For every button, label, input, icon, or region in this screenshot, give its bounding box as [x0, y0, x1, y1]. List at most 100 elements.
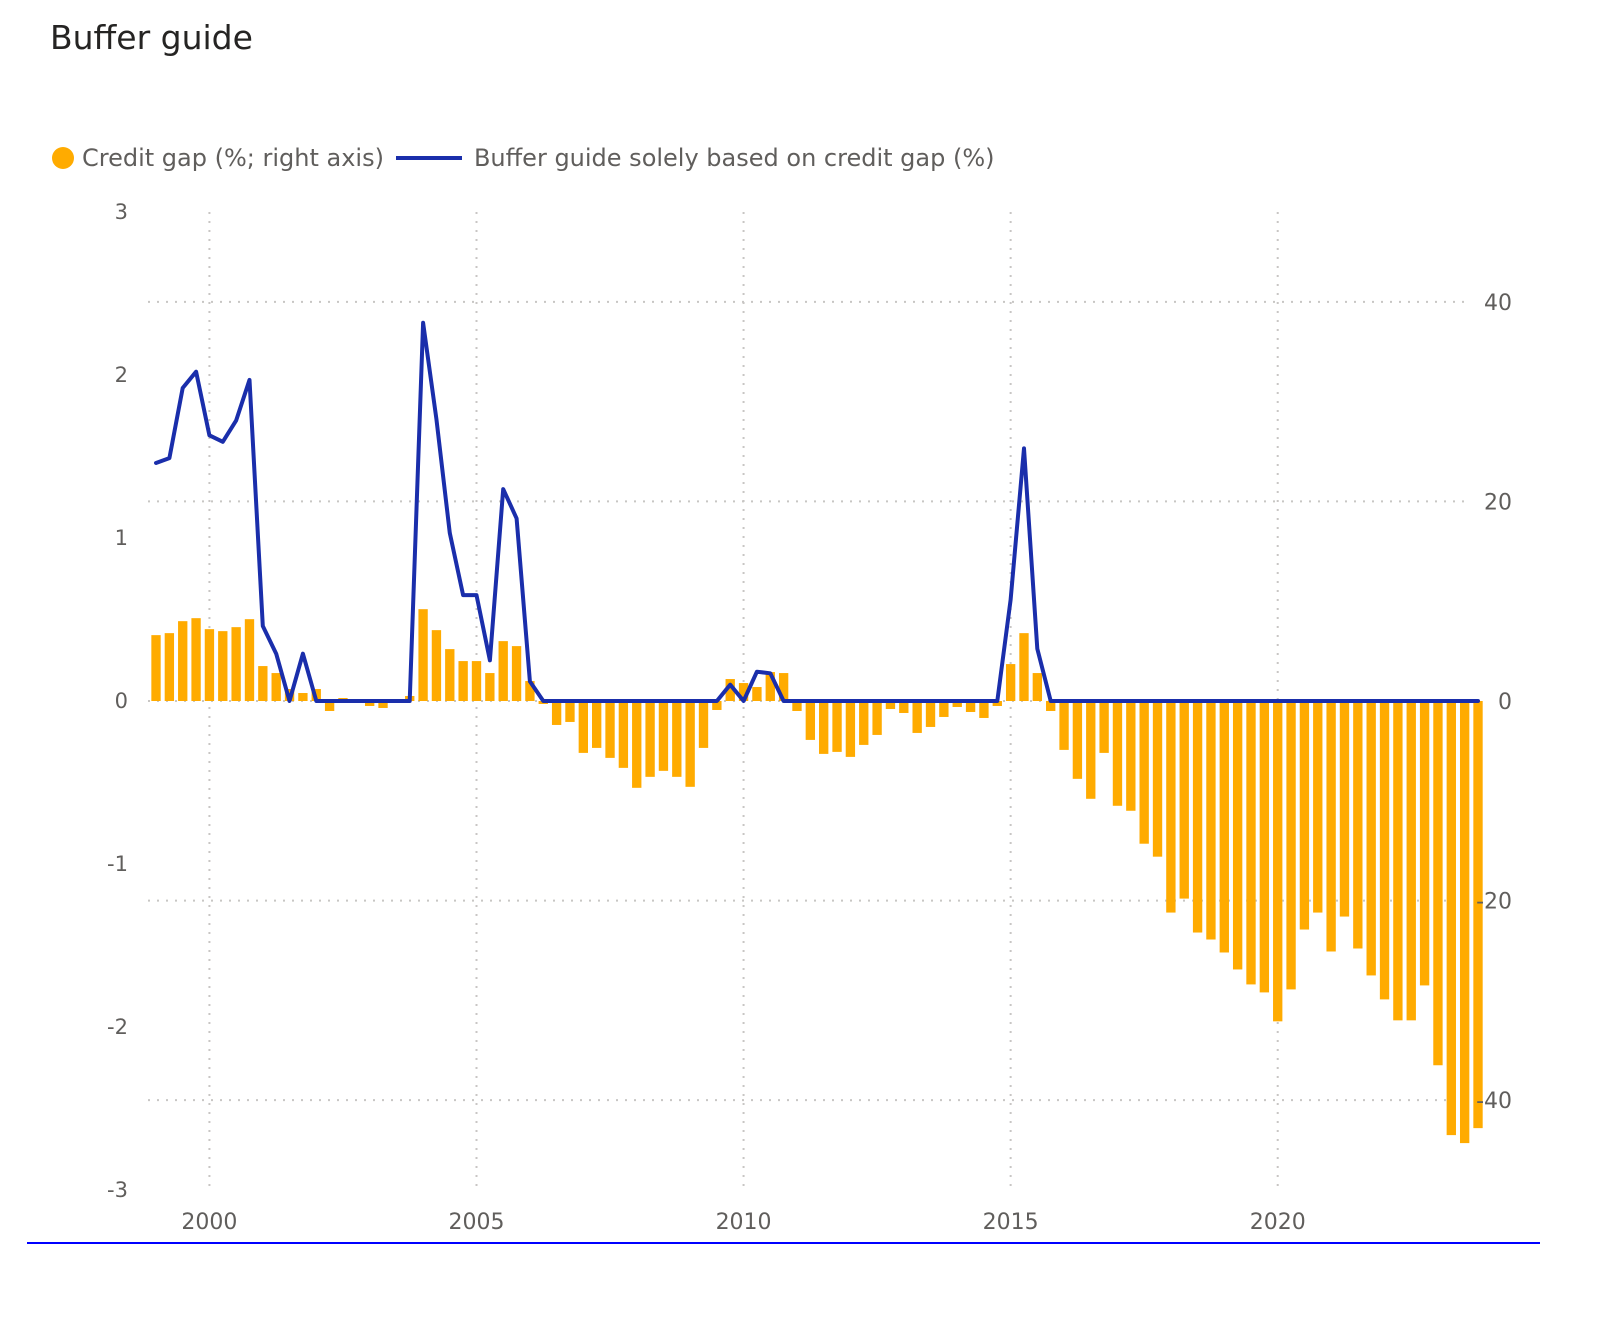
- credit-gap-bar[interactable]: [725, 679, 735, 701]
- credit-gap-bar[interactable]: [458, 661, 468, 701]
- credit-gap-bar[interactable]: [1299, 701, 1310, 930]
- credit-gap-bar[interactable]: [178, 621, 188, 701]
- buffer-guide-line[interactable]: [154, 320, 1480, 703]
- credit-gap-bar[interactable]: [1086, 701, 1096, 799]
- credit-gap-bar[interactable]: [1219, 701, 1229, 953]
- credit-gap-bar[interactable]: [738, 683, 749, 701]
- credit-gap-bar[interactable]: [1059, 701, 1069, 750]
- credit-gap-bar[interactable]: [1206, 701, 1216, 940]
- credit-gap-bar[interactable]: [618, 701, 629, 768]
- credit-gap-bar[interactable]: [1072, 701, 1083, 779]
- credit-gap-bar[interactable]: [912, 701, 922, 733]
- credit-gap-bar[interactable]: [445, 649, 455, 701]
- credit-gap-bar[interactable]: [298, 693, 308, 701]
- credit-gap-bar[interactable]: [1339, 701, 1350, 917]
- credit-gap-bar[interactable]: [698, 701, 709, 748]
- credit-gap-bar[interactable]: [551, 701, 562, 725]
- credit-gap-bar[interactable]: [364, 701, 375, 706]
- credit-gap-bar[interactable]: [1313, 701, 1323, 913]
- credit-gap-bar[interactable]: [191, 618, 201, 701]
- credit-gap-bar[interactable]: [1379, 701, 1390, 1000]
- credit-gap-bar[interactable]: [1459, 701, 1470, 1144]
- credit-gap-bar[interactable]: [151, 635, 161, 701]
- credit-gap-bar[interactable]: [778, 673, 789, 701]
- credit-gap-bar[interactable]: [1139, 701, 1149, 844]
- credit-gap-bar[interactable]: [605, 701, 615, 758]
- credit-gap-bar[interactable]: [685, 701, 695, 787]
- credit-gap-bar[interactable]: [1326, 701, 1336, 952]
- credit-gap-bar[interactable]: [805, 701, 816, 740]
- credit-gap-bar[interactable]: [1232, 701, 1243, 970]
- credit-gap-bar[interactable]: [872, 701, 882, 735]
- credit-gap-bar[interactable]: [525, 681, 535, 701]
- credit-gap-bar[interactable]: [1099, 701, 1109, 753]
- credit-gap-bar[interactable]: [712, 701, 722, 710]
- credit-gap-bar[interactable]: [1112, 701, 1123, 806]
- credit-gap-bar[interactable]: [658, 701, 669, 771]
- credit-gap-bar[interactable]: [672, 701, 682, 777]
- credit-gap-bar[interactable]: [324, 701, 335, 711]
- credit-gap-bar[interactable]: [1433, 701, 1443, 1066]
- credit-gap-bar[interactable]: [965, 701, 976, 712]
- credit-gap-bar[interactable]: [1446, 701, 1456, 1136]
- credit-gap-bar[interactable]: [485, 673, 495, 701]
- credit-gap-bar[interactable]: [1166, 701, 1176, 913]
- credit-gap-bar[interactable]: [925, 701, 936, 727]
- credit-gap-bar[interactable]: [565, 701, 575, 722]
- credit-gap-bar[interactable]: [952, 701, 962, 707]
- credit-gap-bar[interactable]: [592, 701, 602, 748]
- credit-gap-bar[interactable]: [1353, 701, 1363, 949]
- credit-gap-bar[interactable]: [1246, 701, 1256, 985]
- credit-gap-bar[interactable]: [271, 673, 281, 701]
- credit-gap-bar[interactable]: [899, 701, 909, 713]
- credit-gap-bar[interactable]: [498, 641, 508, 701]
- credit-gap-bar[interactable]: [244, 619, 255, 701]
- credit-gap-bar[interactable]: [1046, 701, 1056, 711]
- credit-gap-bar[interactable]: [418, 609, 428, 701]
- credit-gap-bar[interactable]: [1152, 701, 1163, 857]
- credit-gap-bar[interactable]: [1286, 701, 1296, 990]
- credit-gap-bar[interactable]: [939, 701, 949, 717]
- legend-item-credit-gap[interactable]: Credit gap (%; right axis): [52, 144, 384, 172]
- credit-gap-bar[interactable]: [204, 629, 215, 701]
- credit-gap-bar[interactable]: [765, 672, 775, 701]
- credit-gap-bar[interactable]: [1126, 701, 1136, 811]
- credit-gap-bar[interactable]: [859, 701, 869, 745]
- credit-gap-bar[interactable]: [1406, 701, 1416, 1021]
- credit-gap-bar[interactable]: [792, 701, 802, 711]
- credit-gap-bar[interactable]: [992, 701, 1002, 706]
- credit-gap-bar[interactable]: [885, 701, 896, 709]
- credit-gap-bar[interactable]: [1419, 701, 1430, 986]
- credit-gap-bar[interactable]: [645, 701, 655, 777]
- credit-gap-bar[interactable]: [1032, 673, 1043, 701]
- credit-gap-bar[interactable]: [979, 701, 989, 718]
- credit-gap-bar[interactable]: [164, 633, 175, 701]
- credit-gap-bar[interactable]: [1273, 701, 1283, 1022]
- credit-gap-bar[interactable]: [1005, 664, 1016, 701]
- credit-gap-bar[interactable]: [431, 630, 442, 701]
- credit-gap-bar[interactable]: [832, 701, 842, 752]
- credit-gap-bar[interactable]: [1179, 701, 1189, 899]
- credit-gap-bar[interactable]: [218, 631, 228, 701]
- credit-gap-bar[interactable]: [632, 701, 642, 788]
- x-tick-label: 2015: [983, 1210, 1039, 1235]
- credit-gap-bar[interactable]: [1192, 701, 1203, 933]
- credit-gap-bar[interactable]: [1393, 701, 1403, 1021]
- credit-gap-bar[interactable]: [1019, 633, 1029, 701]
- credit-gap-bar[interactable]: [819, 701, 829, 754]
- credit-gap-bar[interactable]: [1473, 701, 1483, 1129]
- credit-gap-bar[interactable]: [1259, 701, 1270, 993]
- credit-gap-bar[interactable]: [231, 627, 241, 701]
- legend-item-buffer-guide[interactable]: Buffer guide solely based on credit gap …: [395, 144, 995, 172]
- credit-gap-bar[interactable]: [471, 661, 482, 701]
- credit-gap-bar[interactable]: [1366, 701, 1376, 976]
- credit-gap-bar[interactable]: [752, 687, 762, 701]
- credit-gap-bar[interactable]: [378, 701, 388, 708]
- credit-gap-bar[interactable]: [511, 646, 522, 701]
- legend-label-buffer-guide: Buffer guide solely based on credit gap …: [473, 144, 995, 172]
- credit-gap-bar[interactable]: [845, 701, 856, 757]
- axis-labels: -3 -2 -1 0 1 2 3 -40 -20 0 20 40 2000 2005 2010 2015 202…: [107, 200, 1512, 1235]
- credit-gap-bar[interactable]: [258, 666, 268, 701]
- credit-gap-bar[interactable]: [578, 701, 588, 753]
